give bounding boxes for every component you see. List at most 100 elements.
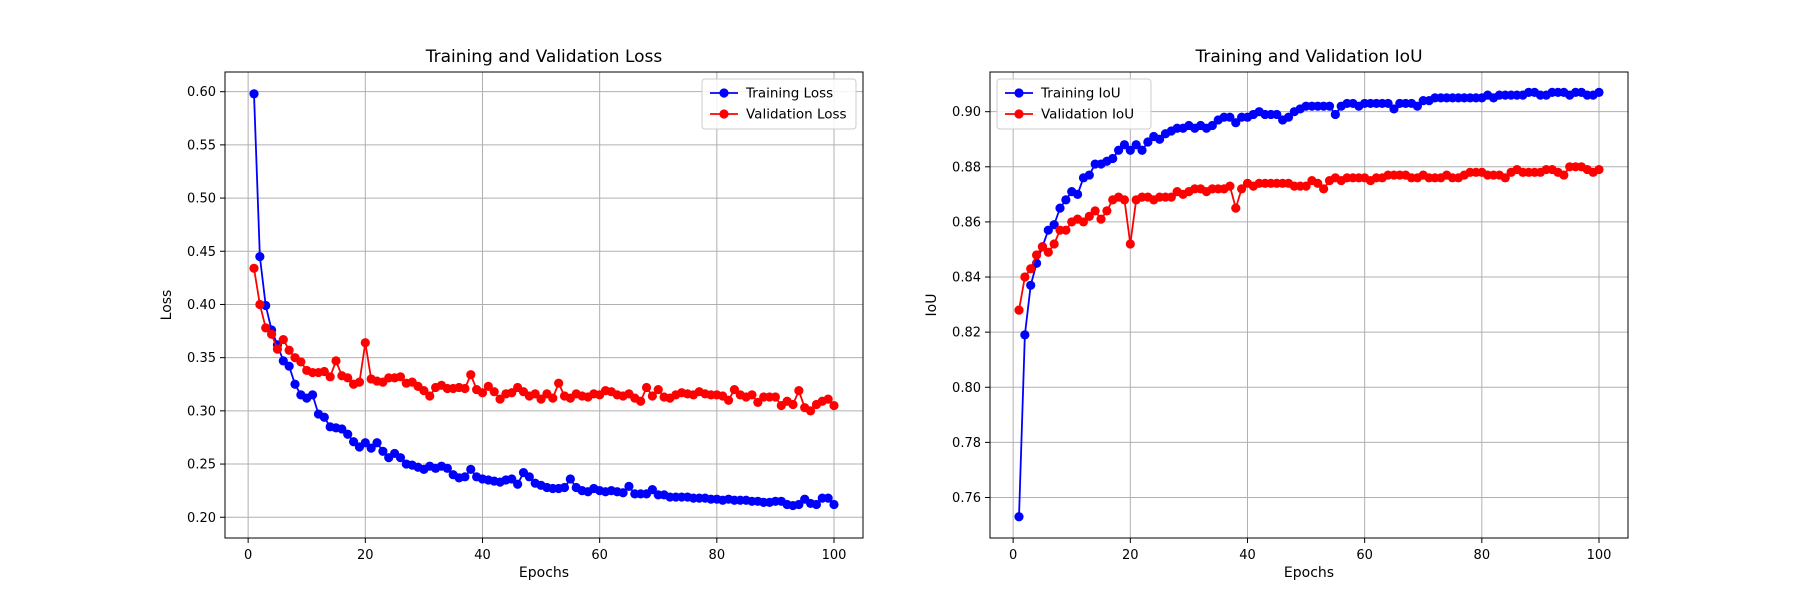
y-tick-label: 0.50 (187, 192, 216, 207)
legend-label: Validation Loss (746, 107, 847, 123)
data-point (805, 406, 816, 416)
data-point (1125, 239, 1135, 249)
data-point (1049, 239, 1059, 249)
legend-marker (1014, 109, 1024, 119)
legend-item: Validation Loss (710, 107, 847, 123)
x-tick-label: 100 (822, 548, 847, 563)
legend-label: Training Loss (745, 86, 833, 102)
data-point (1283, 112, 1294, 122)
data-point (513, 479, 523, 489)
y-axis-label: IoU (924, 294, 940, 317)
legend-box (701, 78, 857, 130)
data-point (536, 394, 546, 404)
data-point (524, 472, 534, 482)
data-point (395, 372, 406, 382)
data-point (372, 438, 382, 448)
y-tick-label: 0.55 (187, 138, 216, 153)
x-tick-label: 40 (1239, 548, 1256, 563)
data-point (284, 345, 294, 355)
legend: Training IoU Validation IoU (996, 78, 1152, 130)
data-point (348, 437, 359, 447)
data-point (1055, 203, 1065, 213)
chart-title: Training and Validation IoU (1194, 47, 1422, 67)
legend-box (996, 78, 1152, 130)
data-point (1594, 87, 1604, 97)
data-point (1037, 242, 1048, 252)
data-point (460, 472, 470, 482)
chart-title: Training and Validation Loss (425, 47, 663, 67)
data-point (1026, 280, 1036, 290)
x-axis-label: Epochs (519, 565, 569, 581)
data-point (1113, 145, 1124, 155)
legend-marker (719, 88, 729, 98)
data-point (1084, 170, 1094, 180)
data-point (1383, 98, 1393, 109)
x-tick-label: 60 (1356, 548, 1373, 563)
y-tick-label: 0.78 (952, 436, 981, 451)
data-point (1301, 181, 1311, 191)
data-point (319, 366, 329, 377)
x-tick-label: 80 (709, 548, 726, 563)
data-point (337, 424, 347, 434)
data-point (366, 443, 376, 453)
chart-loss: 0 20 40 60 80 100 0.20 0.25 0.30 0.35 0.40 0.45 0.50… (159, 47, 864, 581)
x-tick-label: 40 (474, 548, 491, 563)
x-tick-label: 60 (591, 548, 608, 563)
data-point (495, 394, 505, 404)
data-point (1026, 264, 1036, 274)
data-point (425, 391, 435, 401)
data-point (1389, 104, 1399, 114)
data-point (1143, 137, 1153, 147)
data-point (249, 263, 259, 273)
data-point (788, 399, 798, 410)
data-point (1559, 170, 1569, 180)
x-tick-label: 0 (244, 548, 252, 563)
y-tick-label: 0.76 (952, 491, 981, 506)
data-point (1237, 184, 1247, 194)
x-tick-label: 20 (357, 548, 374, 563)
legend-item: Training Loss (710, 86, 833, 102)
series-line (253, 268, 835, 412)
data-point (1594, 164, 1604, 175)
y-tick-label: 0.35 (187, 351, 216, 366)
data-point (395, 453, 406, 463)
data-point (829, 400, 839, 411)
legend-label: Validation IoU (1041, 107, 1134, 123)
data-point (419, 386, 429, 396)
data-point (1131, 140, 1141, 150)
data-point (1231, 118, 1241, 128)
series-line (253, 93, 835, 507)
series-line (1018, 91, 1600, 517)
data-point (483, 381, 493, 391)
data-point (272, 344, 283, 354)
y-axis-label: Loss (159, 290, 175, 321)
data-point (1102, 206, 1112, 216)
data-point (1319, 184, 1329, 194)
data-point (1137, 145, 1147, 155)
data-point (618, 488, 628, 498)
data-point (290, 379, 300, 389)
data-point (1108, 153, 1118, 164)
y-tick-label: 0.90 (952, 105, 981, 120)
y-tick-label: 0.80 (952, 381, 981, 396)
legend-item: Training IoU (1005, 86, 1121, 102)
data-point (1207, 120, 1217, 131)
series-validation-iou (1014, 162, 1604, 315)
data-point (1166, 192, 1176, 202)
data-point (729, 384, 740, 395)
data-point (278, 356, 288, 366)
data-point (266, 329, 277, 339)
data-point (1119, 195, 1130, 205)
data-point (1014, 305, 1024, 315)
data-point (794, 499, 804, 510)
series-validation-loss (249, 263, 839, 416)
data-point (636, 396, 646, 406)
legend-marker (719, 109, 729, 119)
data-point (507, 474, 517, 484)
data-point (647, 391, 657, 401)
data-point (1313, 178, 1323, 188)
data-point (1119, 140, 1130, 150)
data-point (255, 251, 265, 262)
y-tick-label: 0.20 (187, 511, 216, 526)
data-point (477, 388, 488, 398)
